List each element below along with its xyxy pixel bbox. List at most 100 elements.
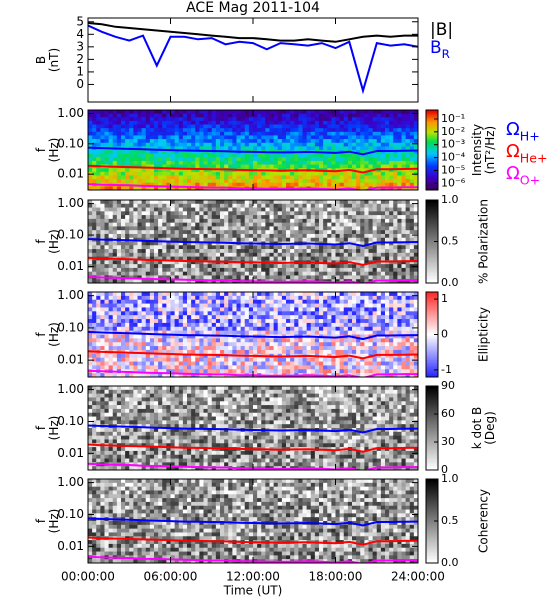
spectrogram-cell [125,311,130,315]
spectrogram-cell [331,128,336,132]
spectrogram-cell [166,365,171,369]
spectrogram-cell [274,132,279,136]
spectrogram-cell [261,139,266,143]
spectrogram-cell [303,183,308,187]
spectrogram-cell [241,165,246,169]
spectrogram-cell [166,272,171,276]
spectrogram-cell [298,154,303,158]
spectrogram-cell [232,117,237,121]
spectrogram-cell [340,114,345,118]
spectrogram-cell [323,275,328,279]
spectrogram-cell [195,311,200,315]
spectrogram-cell [290,327,295,331]
spectrogram-cell [364,110,369,114]
spectrogram-cell [92,128,97,132]
spectrogram-cell [385,165,390,169]
spectrogram-cell [138,157,143,161]
spectrogram-cell [381,245,386,249]
spectrogram-cell [113,242,118,246]
spectrogram-cell [249,154,254,158]
spectrogram-cell [237,338,242,342]
spectrogram-cell [113,200,118,204]
spectrogram-cell [162,125,167,129]
spectrogram-cell [158,157,163,161]
spectrogram-cell [389,172,394,176]
spectrogram-cell [179,264,184,268]
spectrogram-cell [142,117,147,121]
spectrogram-cell [195,268,200,272]
spectrogram-cell [158,319,163,323]
spectrogram-cell [245,200,250,204]
spectrogram-cell [245,268,250,272]
spectrogram-cell [183,342,188,346]
spectrogram-cell [323,110,328,114]
spectrogram-cell [261,362,266,366]
spectrogram-cell [298,307,303,311]
spectrogram-cell [385,200,390,204]
spectrogram-cell [195,139,200,143]
spectrogram-cell [331,154,336,158]
spectrogram-cell [154,315,159,319]
spectrogram-cell [162,114,167,118]
spectrogram-cell [377,249,382,253]
spectrogram-cell [204,268,209,272]
spectrogram-cell [109,117,114,121]
spectrogram-cell [117,223,122,227]
spectrogram-cell [146,135,151,139]
spectrogram-cell [282,234,287,238]
spectrogram-cell [105,125,110,129]
spectrogram-cell [381,157,386,161]
spectrogram-cell [402,275,407,279]
spectrogram-cell [113,292,118,296]
spectrogram-cell [220,268,225,272]
spectrogram-cell [385,211,390,215]
spectrogram-cell [393,135,398,139]
spectrogram-cell [142,327,147,331]
spectrogram-cell [113,300,118,304]
spectrogram-cell [237,223,242,227]
spectrogram-cell [315,117,320,121]
spectrogram-cell [307,311,312,315]
spectrogram-cell [402,249,407,253]
spectrogram-cell [125,157,130,161]
spectrogram-cell [179,323,184,327]
spectrogram-cell [348,183,353,187]
spectrogram-cell [142,154,147,158]
spectrogram-cell [294,114,299,118]
spectrogram-cell [96,346,101,350]
spectrogram-cell [113,245,118,249]
spectrogram-cell [261,338,266,342]
spectrogram-cell [270,215,275,219]
spectrogram-cell [232,165,237,169]
y-tick-label: 1 [76,64,84,78]
spectrogram-cell [92,117,97,121]
spectrogram-cell [92,168,97,172]
spectrogram-cell [121,365,126,369]
spectrogram-cell [146,150,151,154]
spectrogram-cell [360,139,365,143]
spectrogram-cell [315,175,320,179]
spectrogram-cell [282,154,287,158]
spectrogram-cell [241,121,246,125]
spectrogram-cell [261,331,266,335]
spectrogram-cell [146,154,151,158]
spectrogram-cell [397,234,402,238]
spectrogram-cell [109,300,114,304]
spectrogram-cell [270,331,275,335]
spectrogram-cell [377,132,382,136]
spectrogram-cell [402,139,407,143]
spectrogram-cell [385,275,390,279]
spectrogram-cell [232,307,237,311]
spectrogram-cell [228,253,233,257]
spectrogram-cell [224,208,229,212]
spectrogram-cell [88,230,93,234]
spectrogram-cell [373,117,378,121]
spectrogram-cell [199,114,204,118]
spectrogram-cell [393,154,398,158]
spectrogram-cell [154,114,159,118]
spectrogram-cell [290,135,295,139]
spectrogram-cell [237,350,242,354]
spectrogram-cell [373,157,378,161]
spectrogram-cell [373,135,378,139]
spectrogram-cell [356,179,361,183]
